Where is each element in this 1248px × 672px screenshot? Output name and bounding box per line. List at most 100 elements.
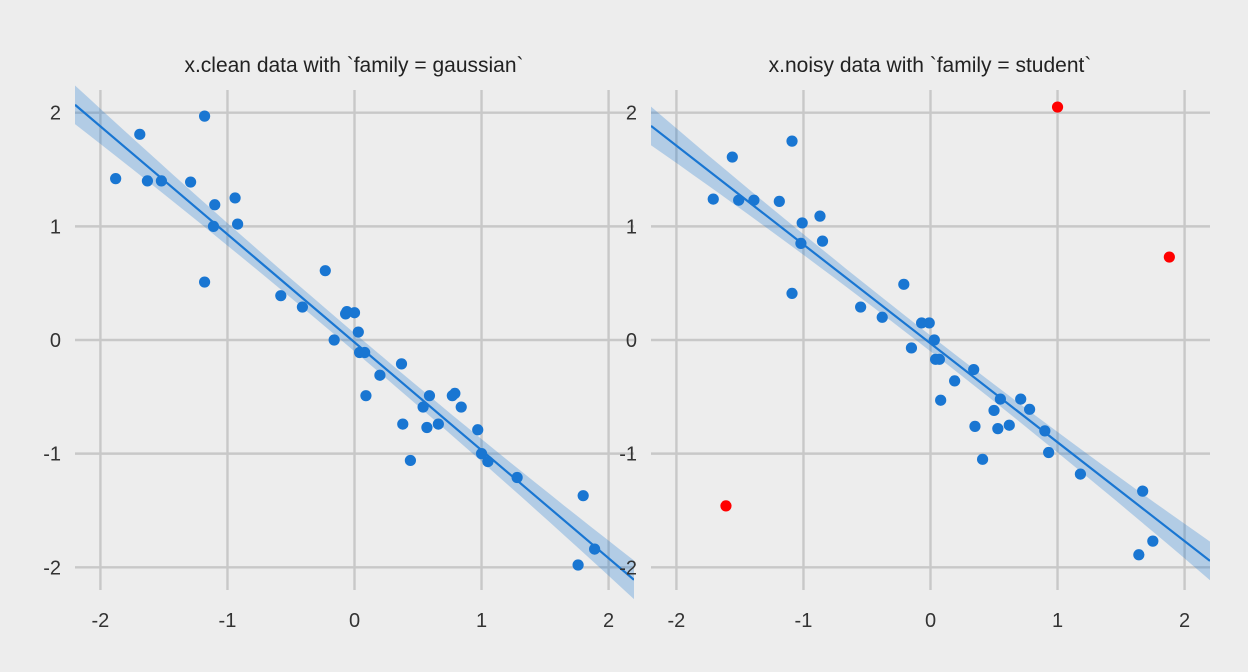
y-tick-label: 0 bbox=[626, 330, 637, 352]
regression-line bbox=[75, 103, 634, 581]
x-tick-label: 0 bbox=[925, 610, 936, 632]
data-point bbox=[935, 394, 947, 406]
panel-clean-gaussian: x.clean data with `family = gaussian` -2… bbox=[43, 54, 634, 632]
y-axis-tick-labels: -2 -1 0 1 2 bbox=[43, 103, 61, 580]
data-point bbox=[449, 387, 461, 400]
x-tick-label: 1 bbox=[476, 610, 487, 632]
outlier-point bbox=[720, 500, 732, 512]
data-point bbox=[816, 235, 829, 247]
x-tick-label: 2 bbox=[603, 610, 614, 632]
data-point bbox=[855, 301, 867, 313]
y-axis-tick-labels: -2 -1 0 1 2 bbox=[619, 103, 637, 580]
y-tick-label: -2 bbox=[43, 557, 61, 579]
data-point bbox=[232, 218, 244, 230]
y-tick-label: -1 bbox=[43, 444, 61, 466]
data-point bbox=[976, 453, 989, 465]
data-point bbox=[397, 418, 409, 430]
data-point bbox=[786, 287, 798, 300]
panel-noisy-student: x.noisy data with `family = student` -2-… bbox=[619, 54, 1210, 632]
data-point bbox=[395, 358, 408, 370]
panel-title: x.clean data with `family = gaussian` bbox=[184, 54, 523, 77]
data-point bbox=[994, 393, 1006, 405]
x-tick-label: -2 bbox=[92, 610, 110, 632]
data-point bbox=[207, 220, 220, 232]
y-tick-label: -1 bbox=[619, 444, 637, 466]
data-point bbox=[992, 423, 1004, 435]
y-tick-label: 1 bbox=[50, 216, 61, 238]
data-point bbox=[773, 195, 785, 207]
x-tick-label: 2 bbox=[1179, 610, 1190, 632]
x-tick-label: -2 bbox=[668, 610, 686, 632]
data-point bbox=[707, 193, 719, 205]
data-point bbox=[296, 301, 309, 313]
data-point bbox=[455, 401, 467, 413]
data-point bbox=[905, 342, 918, 354]
data-point bbox=[475, 448, 488, 460]
data-point bbox=[1133, 549, 1145, 561]
x-tick-label: 1 bbox=[1052, 610, 1063, 632]
data-point bbox=[1003, 419, 1015, 431]
data-point bbox=[1147, 535, 1159, 547]
data-point bbox=[374, 369, 386, 381]
x-axis-tick-labels: -2 -1 0 1 2 bbox=[92, 610, 615, 632]
y-tick-label: 0 bbox=[50, 330, 61, 352]
x-tick-label: -1 bbox=[219, 610, 237, 632]
data-point bbox=[1039, 425, 1051, 437]
data-point bbox=[155, 175, 167, 187]
data-point bbox=[423, 390, 436, 402]
data-point bbox=[876, 311, 888, 323]
data-point bbox=[185, 176, 197, 188]
data-point bbox=[1137, 485, 1149, 497]
y-tick-label: 1 bbox=[626, 216, 637, 238]
data-point bbox=[348, 307, 361, 319]
data-point bbox=[1043, 446, 1055, 459]
data-point bbox=[968, 363, 980, 376]
data-point bbox=[733, 194, 745, 206]
data-point bbox=[589, 543, 601, 555]
data-point bbox=[795, 237, 807, 250]
data-point bbox=[482, 455, 494, 468]
data-point bbox=[432, 418, 444, 430]
data-point bbox=[209, 199, 221, 211]
data-point bbox=[404, 454, 416, 467]
data-point bbox=[969, 420, 981, 432]
data-point bbox=[134, 128, 146, 140]
data-point bbox=[1015, 393, 1027, 405]
data-point bbox=[229, 192, 241, 204]
x-tick-label: 0 bbox=[349, 610, 360, 632]
data-point bbox=[319, 265, 331, 277]
outlier-point bbox=[1051, 101, 1064, 113]
data-point bbox=[511, 471, 523, 484]
data-point bbox=[417, 401, 429, 413]
data-point bbox=[360, 390, 372, 402]
data-point bbox=[577, 490, 589, 502]
y-tick-label: 2 bbox=[50, 103, 61, 125]
data-point bbox=[275, 290, 287, 302]
data-point bbox=[572, 559, 584, 571]
data-point bbox=[928, 334, 940, 346]
data-point bbox=[748, 194, 760, 206]
data-point bbox=[328, 334, 340, 346]
data-point bbox=[1074, 468, 1087, 480]
fit-line bbox=[75, 103, 634, 581]
data-point bbox=[949, 375, 961, 387]
data-point bbox=[786, 135, 798, 147]
x-axis-tick-labels: -2 -1 0 1 2 bbox=[668, 610, 1191, 632]
data-point bbox=[198, 276, 211, 288]
data-point bbox=[814, 210, 826, 222]
data-point bbox=[421, 421, 433, 434]
data-point bbox=[933, 353, 945, 365]
data-point bbox=[472, 424, 484, 436]
y-tick-label: 2 bbox=[626, 103, 637, 125]
data-point bbox=[1023, 403, 1036, 415]
data-point bbox=[352, 326, 364, 338]
outlier-point bbox=[1163, 251, 1175, 263]
panel-title: x.noisy data with `family = student` bbox=[769, 54, 1092, 77]
data-point bbox=[110, 173, 122, 185]
data-point bbox=[141, 175, 154, 187]
data-points bbox=[110, 110, 601, 571]
data-point bbox=[796, 217, 808, 229]
x-tick-label: -1 bbox=[795, 610, 813, 632]
data-point bbox=[198, 110, 211, 122]
